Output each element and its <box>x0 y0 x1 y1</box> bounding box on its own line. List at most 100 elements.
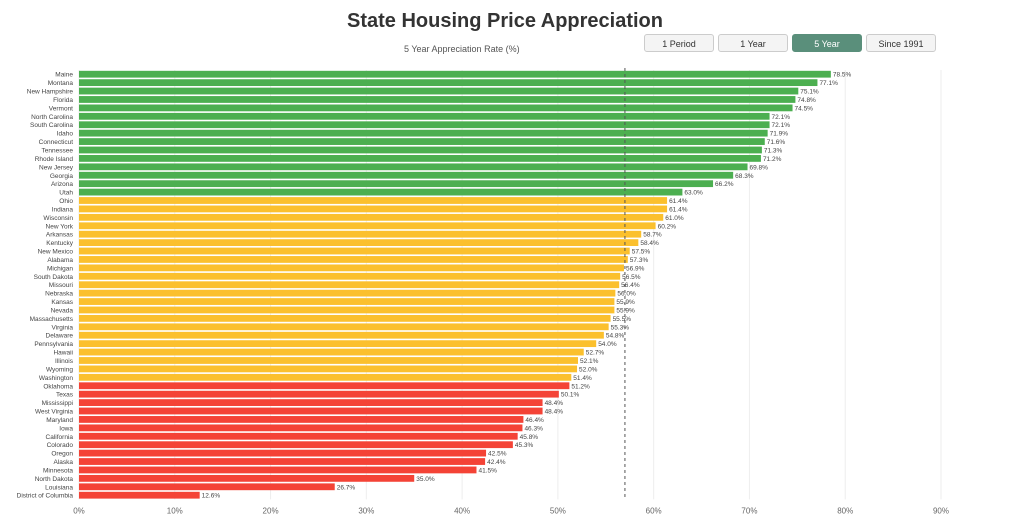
category-label: Idaho <box>57 131 74 138</box>
data-label: 72.1% <box>772 122 791 129</box>
category-label: Vermont <box>49 105 73 112</box>
bar <box>79 163 748 171</box>
data-label: 54.8% <box>606 333 625 340</box>
data-label: 55.3% <box>611 324 630 331</box>
bar <box>79 272 621 280</box>
category-label: Virginia <box>51 324 73 331</box>
period-1-year-button[interactable]: 1 Year <box>718 34 788 52</box>
data-label: 12.6% <box>202 493 221 500</box>
data-label: 52.1% <box>580 358 599 365</box>
bar <box>79 466 477 474</box>
bar <box>79 171 734 179</box>
bar <box>79 365 578 373</box>
data-label: 68.3% <box>735 173 754 180</box>
category-label: Nebraska <box>45 291 73 298</box>
category-label: Indiana <box>52 206 74 213</box>
bar <box>79 222 656 230</box>
data-label: 71.3% <box>764 147 783 154</box>
category-label: Mississippi <box>42 400 73 407</box>
period-5-year-button[interactable]: 5 Year <box>792 34 862 52</box>
category-label: California <box>46 434 74 441</box>
category-label: Utah <box>59 190 73 197</box>
data-label: 71.6% <box>767 139 786 146</box>
bar <box>79 399 543 406</box>
data-label: 58.4% <box>640 240 659 247</box>
category-label: Arizona <box>51 181 73 188</box>
data-label: 58.7% <box>643 232 662 239</box>
category-label: Hawaii <box>53 350 73 357</box>
category-label: Montana <box>48 80 74 87</box>
category-label: New Mexico <box>38 249 74 256</box>
bar <box>79 112 770 120</box>
data-label: 51.2% <box>571 383 590 390</box>
period-since-1991-button[interactable]: Since 1991 <box>866 34 936 52</box>
category-label: Illinois <box>55 358 74 365</box>
data-label: 26.7% <box>337 484 356 491</box>
bar <box>79 138 765 145</box>
data-label: 56.0% <box>617 291 636 298</box>
data-label: 45.8% <box>520 434 539 441</box>
category-label: Alabama <box>47 257 73 264</box>
bar <box>79 146 762 154</box>
data-label: 75.1% <box>800 89 819 96</box>
bar <box>79 348 584 356</box>
data-label: 66.2% <box>715 181 734 188</box>
category-label: Louisiana <box>45 484 73 491</box>
data-label: 61.4% <box>669 198 688 205</box>
bar <box>79 155 761 162</box>
data-label: 72.1% <box>772 114 791 121</box>
category-label: South Dakota <box>34 274 74 281</box>
x-tick-label: 10% <box>167 506 183 515</box>
bar <box>79 441 513 449</box>
category-label: Maine <box>55 72 73 79</box>
bar <box>79 416 524 423</box>
bar <box>79 230 642 238</box>
data-label: 35.0% <box>416 476 435 483</box>
category-label: Rhode Island <box>35 156 74 163</box>
category-label: West Virginia <box>35 409 73 416</box>
category-label: Connecticut <box>39 139 74 146</box>
data-label: 42.4% <box>487 459 506 466</box>
data-label: 46.4% <box>525 417 544 424</box>
bar <box>79 70 831 78</box>
category-label: Michigan <box>47 265 73 272</box>
category-label: Minnesota <box>43 467 73 474</box>
category-label: Ohio <box>59 198 73 205</box>
bar <box>79 458 486 465</box>
data-label: 57.3% <box>630 257 649 264</box>
bar <box>79 306 615 314</box>
bar <box>79 491 200 499</box>
category-label: South Carolina <box>30 122 73 129</box>
bar <box>79 357 579 364</box>
data-label: 74.5% <box>795 105 814 112</box>
bar <box>79 289 616 297</box>
data-label: 77.1% <box>819 80 838 87</box>
data-label: 48.4% <box>545 400 564 407</box>
data-label: 54.0% <box>598 341 617 348</box>
category-label: Iowa <box>59 425 73 432</box>
category-label: Texas <box>56 392 74 399</box>
category-label: Kansas <box>51 299 73 306</box>
category-label: New Hampshire <box>27 89 74 96</box>
data-label: 55.9% <box>616 299 635 306</box>
bar <box>79 104 793 112</box>
bar <box>79 323 609 331</box>
bar <box>79 79 818 87</box>
category-label: Delaware <box>46 333 74 340</box>
category-label: Nevada <box>51 307 74 314</box>
period-1-period-button[interactable]: 1 Period <box>644 34 714 52</box>
category-label: Tennessee <box>42 147 74 154</box>
data-label: 56.9% <box>626 265 645 272</box>
category-label: Colorado <box>47 442 74 449</box>
bar <box>79 373 572 381</box>
bar <box>79 180 714 188</box>
data-label: 45.3% <box>515 442 534 449</box>
data-label: 42.5% <box>488 451 507 458</box>
category-label: Missouri <box>49 282 73 289</box>
x-tick-label: 90% <box>933 506 949 515</box>
x-tick-label: 0% <box>73 506 85 515</box>
category-label: Arkansas <box>46 232 74 239</box>
data-label: 57.5% <box>632 249 651 256</box>
bar <box>79 390 559 398</box>
data-label: 52.0% <box>579 366 598 373</box>
